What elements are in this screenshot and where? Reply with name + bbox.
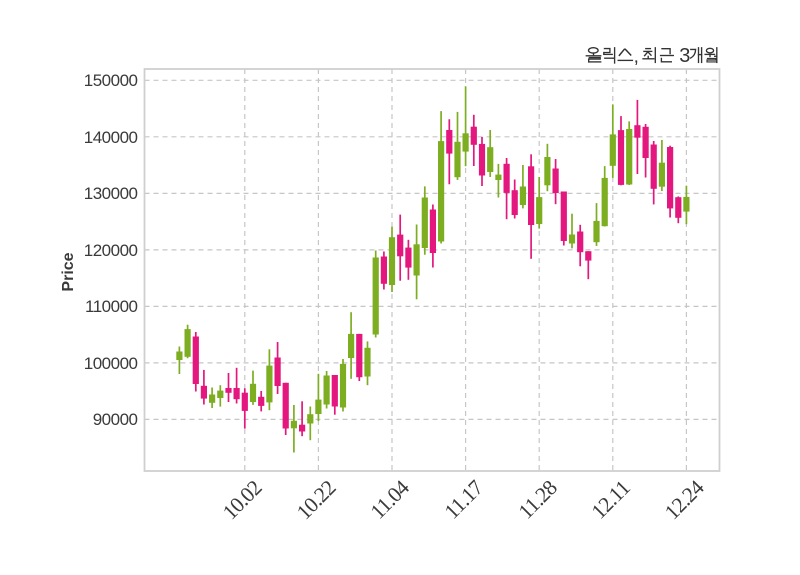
svg-text:3: 3 — [679, 45, 690, 67]
svg-text:,: , — [634, 46, 639, 67]
